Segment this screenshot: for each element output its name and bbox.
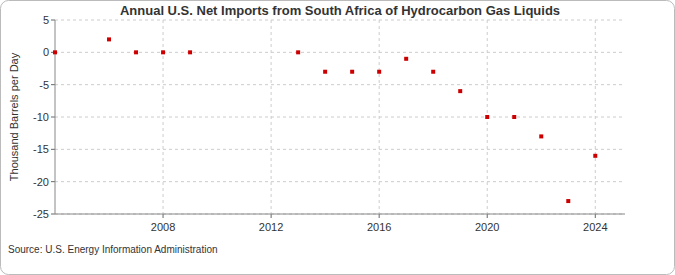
tick: [379, 214, 380, 218]
grid-line: [55, 20, 625, 21]
tick-label: 2016: [367, 221, 391, 233]
axis-label: Thousand Barrels per Day: [8, 52, 20, 181]
tick-label: -20: [33, 176, 49, 188]
tick: [51, 149, 55, 150]
grid-line: [271, 20, 272, 214]
point: [323, 70, 327, 74]
grid-line: [55, 214, 625, 215]
tick: [51, 181, 55, 182]
tick: [51, 117, 55, 118]
tick: [163, 214, 164, 218]
chart: Annual U.S. Net Imports from South Afric…: [0, 0, 675, 275]
point: [512, 115, 516, 119]
grid-line: [379, 20, 380, 214]
tick: [595, 214, 596, 218]
tick: [51, 84, 55, 85]
point: [350, 70, 354, 74]
point: [593, 154, 597, 158]
y-axis: [55, 20, 56, 214]
point: [188, 50, 192, 54]
point: [404, 57, 408, 61]
x-axis: [55, 214, 625, 215]
point: [566, 199, 570, 203]
point: [458, 89, 462, 93]
tick: [51, 214, 55, 215]
tick: [51, 20, 55, 21]
point: [134, 50, 138, 54]
grid-line: [55, 52, 625, 53]
title: Annual U.S. Net Imports from South Afric…: [120, 3, 560, 18]
tick-label: 0: [43, 46, 49, 58]
frame: [1, 1, 675, 275]
source: Source: U.S. Energy Information Administ…: [8, 244, 218, 255]
grid-line: [55, 84, 625, 85]
points: [53, 37, 597, 203]
tick: [271, 214, 272, 218]
point: [377, 70, 381, 74]
tick-label: 2020: [475, 221, 499, 233]
tick-label: -15: [33, 143, 49, 155]
point: [296, 50, 300, 54]
grid-line: [163, 20, 164, 214]
point: [539, 134, 543, 138]
point: [161, 50, 165, 54]
point: [485, 115, 489, 119]
tick-label: -5: [39, 79, 49, 91]
point: [431, 70, 435, 74]
tick-label: -10: [33, 111, 49, 123]
grid-line: [595, 20, 596, 214]
grid-line: [55, 149, 625, 150]
grid-line: [55, 117, 625, 118]
tick-label: 2024: [583, 221, 607, 233]
tick-label: 5: [43, 14, 49, 26]
grid-line: [55, 181, 625, 182]
tick-label: 2012: [259, 221, 283, 233]
tick: [487, 214, 488, 218]
tick-label: 2008: [151, 221, 175, 233]
point: [107, 37, 111, 41]
tick-label: -25: [33, 208, 49, 220]
point: [53, 50, 57, 54]
